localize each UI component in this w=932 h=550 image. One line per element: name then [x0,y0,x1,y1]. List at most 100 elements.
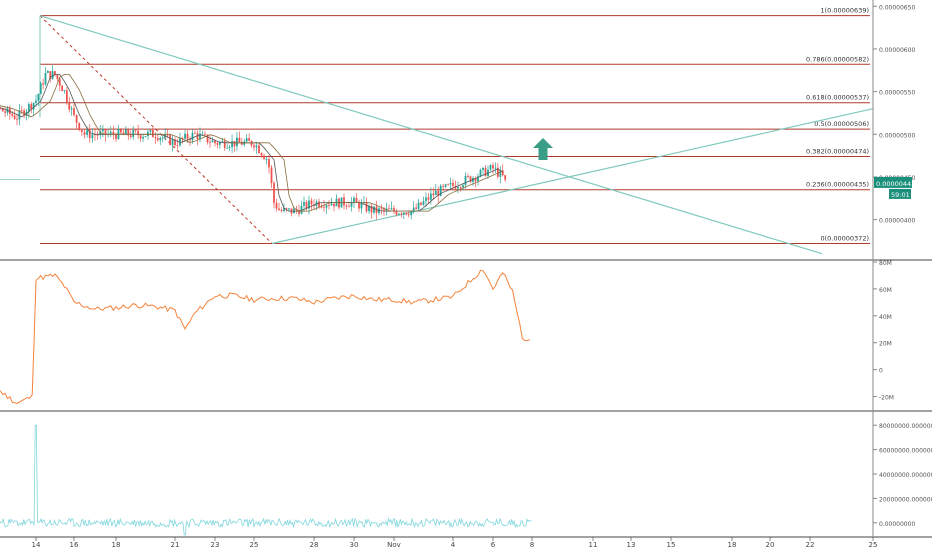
candle-body [245,138,248,142]
candle-body [447,184,449,186]
candle-body [174,139,176,146]
candle-body [492,165,494,169]
candle-body [179,137,181,146]
x-tick-label: 22 [806,541,815,549]
y-tick-label: -20M [879,395,894,402]
y-tick-label: 20000000.00000000 [879,496,932,503]
candle-body [201,133,204,135]
candle-body [368,205,370,212]
candle-body [400,213,403,215]
candle-body [129,135,132,138]
candle-body [189,139,191,141]
candle-body [373,206,375,213]
price-badge-value: 0.00000443 [876,180,915,188]
candle-body [124,129,127,134]
candle-body [70,108,73,110]
candle-body [439,185,442,197]
y-tick-label: 0.00000500 [879,132,915,139]
candle-body [91,134,94,139]
oscillator-panel: 80M 60M 40M 20M 0 -20M [0,260,894,405]
candle-body [49,71,52,79]
candle-body [159,137,162,141]
candle-body [171,139,174,145]
candle-body [27,104,30,112]
candle-body [283,208,285,212]
candle-body [35,100,37,103]
candle-body [149,130,152,132]
candle-body [137,130,140,136]
candle-body [112,131,115,135]
fib-label: 0.5(0.00000506) [814,120,869,128]
x-tick-label: 30 [350,541,359,549]
candle-body [333,203,335,207]
candle-body [449,182,452,185]
candle-body [434,190,437,196]
candle-body [144,136,147,137]
candle-body [395,211,398,215]
candle-body [132,130,135,138]
x-tick-label: 13 [627,541,636,549]
y-tick-label: 0 [879,368,883,375]
volume-delta-panel: 80000000.00000000 60000000.00000000 400000… [0,423,932,536]
candle-body [370,205,373,213]
candle-body [255,145,258,148]
x-axis: 14 16 18 21 23 25 28 30 Nov 4 6 8 11 13 15 18 20 22 25 [32,537,878,549]
candle-body [127,129,130,136]
candle-body [258,145,260,154]
candle-body [494,167,497,169]
candle-body [348,206,350,208]
candle-body [405,212,408,215]
x-tick-label: 28 [310,541,319,549]
candle-body [459,187,462,188]
candle-body [18,110,21,120]
candle-body [184,133,186,139]
candle-body [211,140,214,143]
x-tick-label: 25 [869,541,878,549]
candle-body [380,208,383,210]
candle-body [186,133,189,140]
candle-body [156,138,159,141]
up-arrow-icon [533,138,553,160]
candle-body [216,143,219,145]
candle-body [51,71,54,79]
candle-body [46,71,49,73]
x-tick-label: 11 [589,541,598,549]
candle-body [325,205,328,208]
candle-body [218,142,221,145]
candle-body [442,185,445,187]
y-tick-label: 20M [879,341,892,348]
candle-body [365,202,368,212]
candle-body [410,210,413,216]
fib-label: 0(0.00000372) [821,234,870,242]
candle-body [194,132,196,134]
candle-body [65,90,68,103]
candle-body [360,203,363,209]
y-tick-label: 60000000.00000000 [879,448,932,455]
candle-body [303,202,305,206]
candle-body [233,141,236,147]
candle-body [285,208,288,209]
x-tick-label: Nov [387,541,401,549]
candle-body [63,90,66,92]
candle-body [223,141,226,148]
candle-body [96,134,99,136]
candle-body [134,130,137,131]
candle-body [469,176,472,182]
candle-body [338,198,340,208]
x-tick-label: 14 [32,541,41,549]
candle-body [308,200,310,209]
candle-body [437,190,440,197]
candle-body [270,167,273,183]
x-tick-label: 20 [766,541,775,549]
candle-body [427,197,430,200]
candle-body [30,104,33,110]
candle-body [68,102,71,110]
candle-body [343,197,345,206]
candle-body [318,201,320,207]
candle-body [147,131,149,137]
candle-body [278,208,280,211]
x-tick-label: 8 [530,541,534,549]
candle-body [477,176,479,181]
candle-body [37,94,40,101]
candle-body [142,136,144,139]
